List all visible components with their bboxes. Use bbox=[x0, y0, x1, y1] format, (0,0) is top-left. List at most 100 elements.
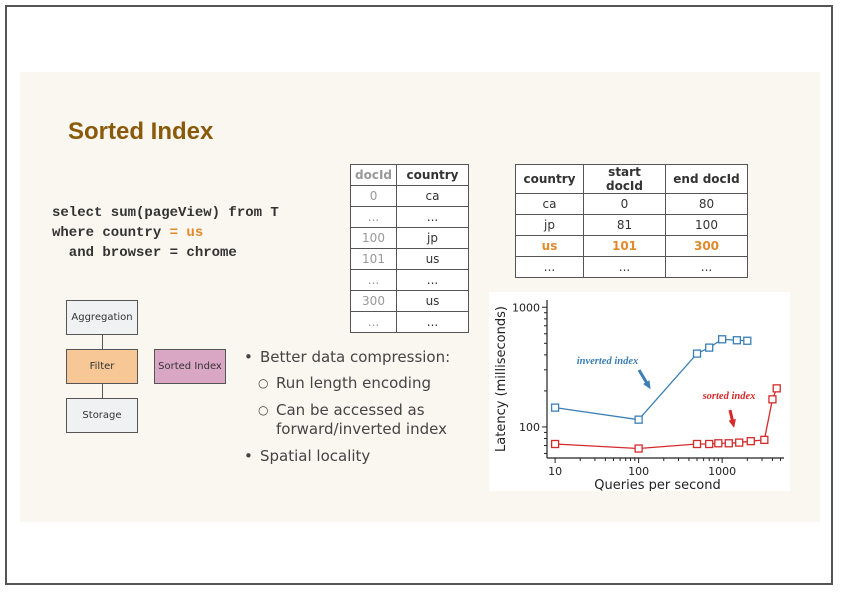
data-point bbox=[718, 335, 727, 344]
sql-line-2-highlight: = us bbox=[169, 225, 204, 241]
x-axis-label: Queries per second bbox=[594, 478, 720, 491]
connector-line bbox=[102, 335, 103, 349]
slide: Sorted Index select sum(pageView) from T… bbox=[20, 72, 820, 522]
table-cell: jp bbox=[515, 214, 584, 236]
table-header: end docId bbox=[665, 164, 748, 194]
data-point bbox=[705, 439, 714, 449]
data-point bbox=[634, 415, 643, 424]
sorted-index-label: Sorted Index bbox=[158, 361, 222, 372]
table-cell: ca bbox=[515, 193, 584, 215]
series-arrowhead bbox=[643, 380, 651, 390]
table-header: country bbox=[515, 164, 584, 194]
bullet-item: Spatial locality bbox=[242, 447, 450, 466]
doc-country-table: docId country 0 ca ...... 100 jp 101 us ...… bbox=[349, 164, 470, 333]
table-cell: 0 bbox=[583, 193, 666, 215]
data-point bbox=[634, 444, 643, 453]
table-row: 101 us bbox=[349, 248, 470, 270]
data-point bbox=[768, 395, 777, 404]
bullet-item: Better data compression: bbox=[242, 348, 450, 367]
table-row: ...... bbox=[349, 269, 470, 291]
table-cell: 101 bbox=[583, 235, 666, 257]
filter-label: Filter bbox=[89, 361, 115, 372]
table-row: ......... bbox=[515, 256, 748, 278]
table-cell: ... bbox=[583, 256, 666, 278]
sub-bullet-item: Run length encoding bbox=[242, 374, 450, 393]
y-axis-label: Latency (milliseconds) bbox=[494, 306, 509, 452]
table-cell: ... bbox=[515, 256, 584, 278]
table-cell: jp bbox=[396, 227, 470, 249]
table-cell: ca bbox=[396, 185, 470, 207]
sorted-index-box: Sorted Index bbox=[154, 349, 226, 384]
table-row: jp 81 100 bbox=[515, 214, 748, 236]
data-point bbox=[550, 403, 560, 412]
table-row: 300 us bbox=[349, 290, 470, 312]
latency-chart: 10 100 1000 100 1000 Queries per second Latenc… bbox=[489, 292, 790, 493]
sub-bullet-line: Can be accessed as bbox=[276, 401, 425, 419]
bullet-list: Better data compression: Run length enco… bbox=[242, 348, 450, 473]
series-arrowhead bbox=[728, 418, 736, 428]
sql-line-1: select sum(pageView) from T bbox=[52, 205, 279, 221]
series-label: sorted index bbox=[702, 391, 756, 402]
data-point bbox=[550, 439, 560, 449]
series-line bbox=[555, 338, 748, 421]
table-header: country bbox=[396, 164, 470, 186]
filter-box: Filter bbox=[66, 349, 138, 384]
table-cell: 81 bbox=[583, 214, 666, 236]
table-cell: 300 bbox=[665, 235, 748, 257]
table-cell: ... bbox=[396, 269, 470, 291]
table-cell: ... bbox=[349, 206, 398, 228]
series-label: inverted index bbox=[577, 356, 639, 367]
y-tick-label: 100 bbox=[519, 421, 540, 434]
table-cell: us bbox=[515, 235, 584, 257]
x-tick-label: 1000 bbox=[708, 465, 736, 478]
data-point bbox=[743, 336, 752, 345]
data-point bbox=[732, 336, 742, 345]
data-point bbox=[692, 349, 702, 358]
connector-line bbox=[102, 384, 103, 398]
data-point bbox=[772, 384, 781, 393]
x-tick-label: 10 bbox=[548, 465, 562, 478]
aggregation-label: Aggregation bbox=[71, 312, 133, 323]
table-cell: ... bbox=[665, 256, 748, 278]
table-cell: 0 bbox=[349, 185, 398, 207]
table-header: docId bbox=[349, 164, 398, 186]
data-point bbox=[724, 439, 733, 448]
table-cell: us bbox=[396, 290, 470, 312]
data-point bbox=[746, 437, 755, 446]
table-row: ...... bbox=[349, 311, 470, 333]
table-cell: ... bbox=[349, 269, 398, 291]
table-row: 0 ca bbox=[349, 185, 470, 207]
table-row-highlighted: us 101 300 bbox=[515, 235, 748, 257]
table-cell: us bbox=[396, 248, 470, 270]
country-range-table: country start docId end docId ca 0 80 jp 81… bbox=[515, 164, 748, 278]
data-point bbox=[714, 439, 723, 448]
slide-title: Sorted Index bbox=[68, 118, 214, 145]
table-cell: 100 bbox=[665, 214, 748, 236]
table-row: ca 0 80 bbox=[515, 193, 748, 215]
table-cell: ... bbox=[396, 206, 470, 228]
table-cell: 100 bbox=[349, 227, 398, 249]
table-cell: 300 bbox=[349, 290, 398, 312]
table-cell: 80 bbox=[665, 193, 748, 215]
table-cell: ... bbox=[349, 311, 398, 333]
sql-query: select sum(pageView) from T where countr… bbox=[52, 203, 279, 263]
storage-label: Storage bbox=[82, 410, 122, 421]
data-point bbox=[705, 343, 714, 352]
table-header: start docId bbox=[583, 164, 666, 194]
table-cell: ... bbox=[396, 311, 470, 333]
table-cell: 101 bbox=[349, 248, 398, 270]
x-tick-label: 100 bbox=[628, 465, 649, 478]
sub-bullet-line: forward/inverted index bbox=[276, 420, 447, 438]
sql-line-3: and browser = chrome bbox=[52, 245, 237, 261]
table-row: 100 jp bbox=[349, 227, 470, 249]
aggregation-box: Aggregation bbox=[66, 300, 138, 335]
data-point bbox=[692, 439, 702, 449]
data-point bbox=[735, 438, 744, 447]
storage-box: Storage bbox=[66, 398, 138, 433]
sql-line-2: where country bbox=[52, 225, 170, 241]
y-tick-label: 1000 bbox=[512, 301, 540, 314]
data-point bbox=[760, 435, 769, 444]
table-row: ...... bbox=[349, 206, 470, 228]
